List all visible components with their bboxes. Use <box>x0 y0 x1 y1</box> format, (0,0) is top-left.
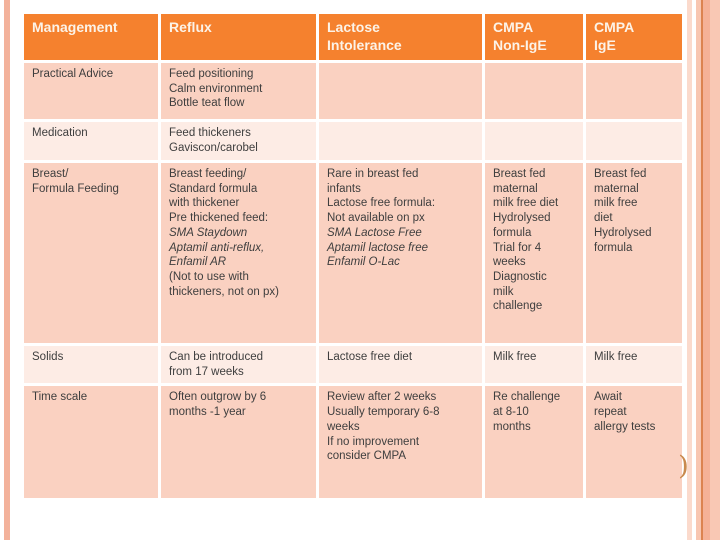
table-row-time-scale: Time scale Often outgrow by 6 months -1 y… <box>24 386 682 499</box>
cell-medication-cmpa-non-ige <box>485 122 583 160</box>
cell-text: SMA Staydown Aptamil anti-reflux, Enfami… <box>169 226 265 269</box>
cell-medication-lactose-intolerance <box>319 122 482 160</box>
table-row-practical-advice: Practical Advice Feed positioning Calm en… <box>24 63 682 119</box>
cell-time-scale-lactose-intolerance: Review after 2 weeks Usually temporary 6… <box>319 386 482 499</box>
table-row-solids: Solids Can be introduced from 17 weeks Lac… <box>24 346 682 384</box>
table-body: Practical Advice Feed positioning Calm en… <box>24 63 682 499</box>
cell-text: Milk free <box>493 351 537 363</box>
cell-text: (Not to use with thickeners, not on px) <box>169 271 279 298</box>
header-cell-reflux: Reflux <box>161 14 316 60</box>
left-edge-stripe <box>4 0 10 540</box>
cell-solids-management: Solids <box>24 346 158 384</box>
cell-practical-advice-reflux: Feed positioning Calm environment Bottle… <box>161 63 316 119</box>
cell-time-scale-reflux: Often outgrow by 6 months -1 year <box>161 386 316 499</box>
cell-text: Medication <box>32 127 88 139</box>
cell-text: Practical Advice <box>32 68 114 80</box>
header-cell-cmpa-non-ige: CMPA Non-IgE <box>485 14 583 60</box>
right-edge-stripe-1 <box>687 0 692 540</box>
cell-breast-formula-feeding-lactose-intolerance: Rare in breast fed infants Lactose free … <box>319 163 482 343</box>
cell-text: Lactose free diet <box>327 351 413 363</box>
cell-practical-advice-lactose-intolerance <box>319 63 482 119</box>
management-table-wrap: Management Reflux Lactose Intolerance CM… <box>21 11 685 501</box>
cell-text: Breast/ Formula Feeding <box>32 168 119 195</box>
cell-text: Solids <box>32 351 64 363</box>
header-cell-lactose-intolerance: Lactose Intolerance <box>319 14 482 60</box>
cell-medication-reflux: Feed thickeners Gaviscon/carobel <box>161 122 316 160</box>
decorative-paren-glyph: ) <box>678 450 689 481</box>
right-edge-stripe-5 <box>710 0 720 540</box>
cell-breast-formula-feeding-management: Breast/ Formula Feeding <box>24 163 158 343</box>
cell-medication-cmpa-ige <box>586 122 682 160</box>
cell-text: Can be introduced from 17 weeks <box>169 351 263 378</box>
cell-text: Often outgrow by 6 months -1 year <box>169 391 267 419</box>
cell-text: Milk free <box>594 351 638 363</box>
cell-text: Re challenge at 8-10 months <box>493 391 561 433</box>
cell-medication-management: Medication <box>24 122 158 160</box>
cell-practical-advice-management: Practical Advice <box>24 63 158 119</box>
cell-time-scale-cmpa-ige: Await repeat allergy tests <box>586 386 682 499</box>
cell-text: Breast fed maternal milk free diet Hydro… <box>493 168 559 313</box>
cell-breast-formula-feeding-cmpa-non-ige: Breast fed maternal milk free diet Hydro… <box>485 163 583 343</box>
cell-solids-cmpa-non-ige: Milk free <box>485 346 583 384</box>
table-row-medication: Medication Feed thickeners Gaviscon/carob… <box>24 122 682 160</box>
cell-text: Rare in breast fed infants Lactose free … <box>327 168 436 225</box>
cell-text: Feed positioning Calm environment Bottle… <box>169 68 263 110</box>
cell-text: Breast feeding/ Standard formula with th… <box>169 168 269 225</box>
cell-text: SMA Lactose Free Aptamil lactose free En… <box>327 226 428 269</box>
cell-breast-formula-feeding-reflux: Breast feeding/ Standard formula with th… <box>161 163 316 343</box>
cell-breast-formula-feeding-cmpa-ige: Breast fed maternal milk free diet Hydro… <box>586 163 682 343</box>
management-table: Management Reflux Lactose Intolerance CM… <box>21 11 685 501</box>
cell-time-scale-cmpa-non-ige: Re challenge at 8-10 months <box>485 386 583 499</box>
cell-time-scale-management: Time scale <box>24 386 158 499</box>
cell-practical-advice-cmpa-ige <box>586 63 682 119</box>
header-cell-cmpa-ige: CMPA IgE <box>586 14 682 60</box>
right-edge-stripe-2 <box>696 0 701 540</box>
cell-solids-reflux: Can be introduced from 17 weeks <box>161 346 316 384</box>
cell-text: Feed thickeners Gaviscon/carobel <box>169 127 258 154</box>
cell-text: Time scale <box>32 391 88 404</box>
cell-text: Await repeat allergy tests <box>594 391 656 433</box>
cell-solids-cmpa-ige: Milk free <box>586 346 682 384</box>
cell-practical-advice-cmpa-non-ige <box>485 63 583 119</box>
right-edge-stripe-3 <box>701 0 703 540</box>
cell-text: Review after 2 weeks Usually temporary 6… <box>327 391 440 463</box>
right-edge-stripe-4 <box>703 0 710 540</box>
cell-solids-lactose-intolerance: Lactose free diet <box>319 346 482 384</box>
table-row-breast-formula-feeding: Breast/ Formula Feeding Breast feeding/ S… <box>24 163 682 343</box>
header-cell-management: Management <box>24 14 158 60</box>
cell-text: Breast fed maternal milk free diet Hydro… <box>594 168 652 254</box>
table-header-row: Management Reflux Lactose Intolerance CM… <box>24 14 682 60</box>
